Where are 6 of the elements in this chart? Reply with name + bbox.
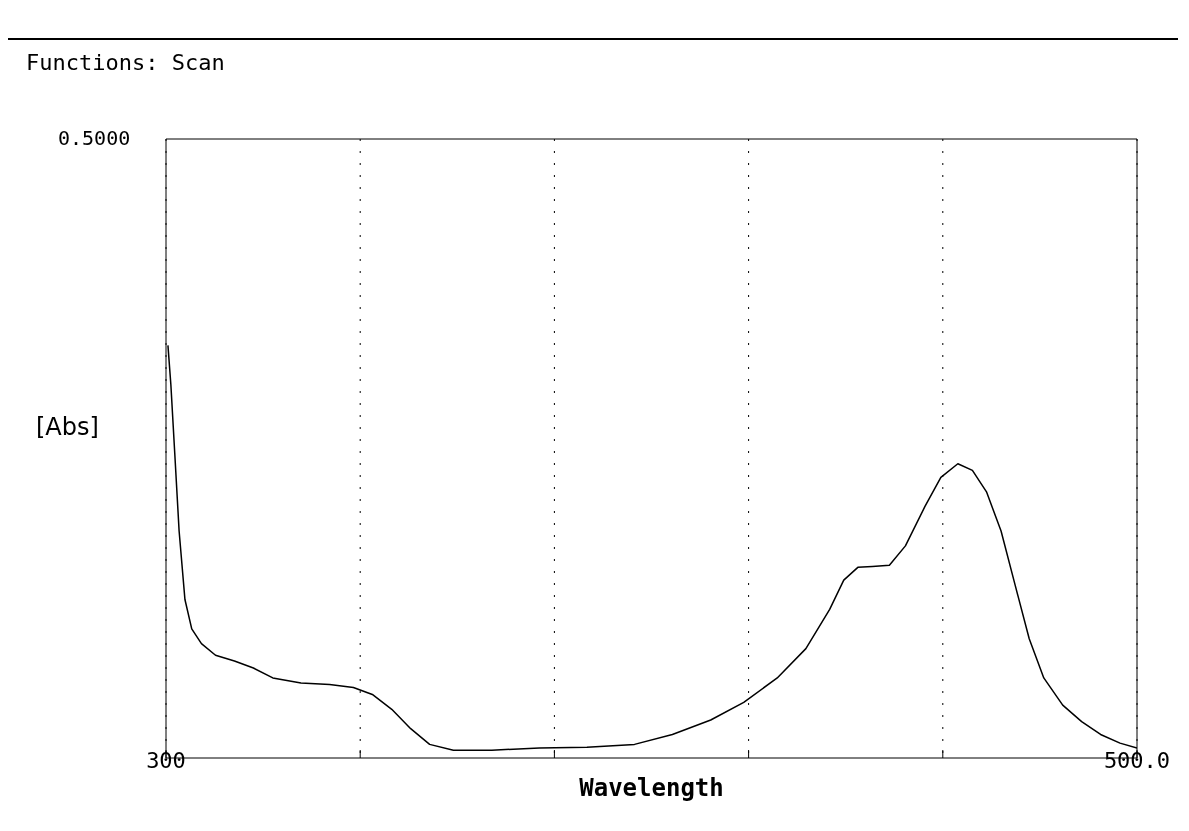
y-axis-title: [Abs] <box>36 413 99 441</box>
x-axis-title: Wavelength <box>579 774 724 802</box>
text: 0.5000 <box>58 126 131 150</box>
x-tick-label: 300 <box>146 747 186 773</box>
x-tick-label: 500.0 <box>1103 747 1171 773</box>
chart-title: Functions: Scan <box>26 50 225 75</box>
